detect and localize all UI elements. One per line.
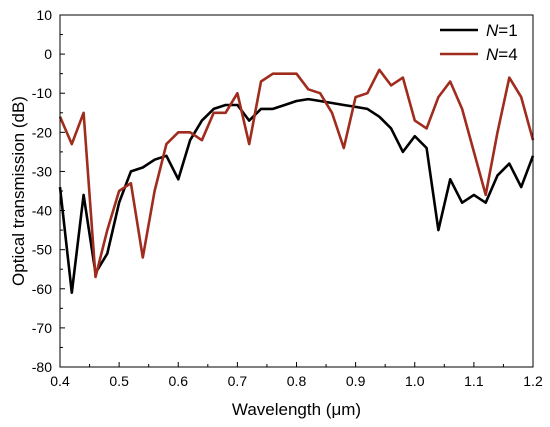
x-tick-label: 1.1: [464, 373, 484, 389]
y-tick-label: -10: [32, 85, 52, 101]
x-tick-label: 0.4: [50, 373, 70, 389]
x-tick-label: 1.0: [405, 373, 425, 389]
x-tick-label: 0.8: [287, 373, 307, 389]
x-tick-label: 0.5: [109, 373, 129, 389]
y-tick-label: -70: [32, 320, 52, 336]
y-axis-title: Optical transmission (dB): [9, 96, 28, 286]
series-line-n1: [58, 97, 535, 295]
x-tick-label: 1.2: [523, 373, 543, 389]
x-axis-title: Wavelength (μm): [232, 400, 361, 419]
x-axis-ticks: 0.4 0.5 0.6 0.7 0.8 0.9 1.0 1.1 1.2: [50, 362, 543, 389]
y-tick-label: -50: [32, 242, 52, 258]
y-tick-label: -80: [32, 359, 52, 375]
x-tick-label: 0.6: [169, 373, 189, 389]
y-tick-label: -20: [32, 124, 52, 140]
series-line-n4: [58, 68, 535, 279]
y-tick-label: 10: [36, 7, 52, 23]
y-tick-label: -30: [32, 163, 52, 179]
x-tick-label: 0.9: [346, 373, 366, 389]
legend: N=1 N=4: [440, 21, 518, 64]
y-tick-label: -40: [32, 203, 52, 219]
x-tick-label: 0.7: [228, 373, 248, 389]
series-layer: [58, 68, 535, 295]
legend-label-n1: N=1: [486, 21, 518, 40]
y-axis-ticks: 10 0 -10 -20 -30 -40 -50 -60 -70 -80: [32, 7, 65, 375]
y-tick-label: -60: [32, 281, 52, 297]
legend-label-n4: N=4: [486, 45, 518, 64]
y-tick-label: 0: [44, 46, 52, 62]
